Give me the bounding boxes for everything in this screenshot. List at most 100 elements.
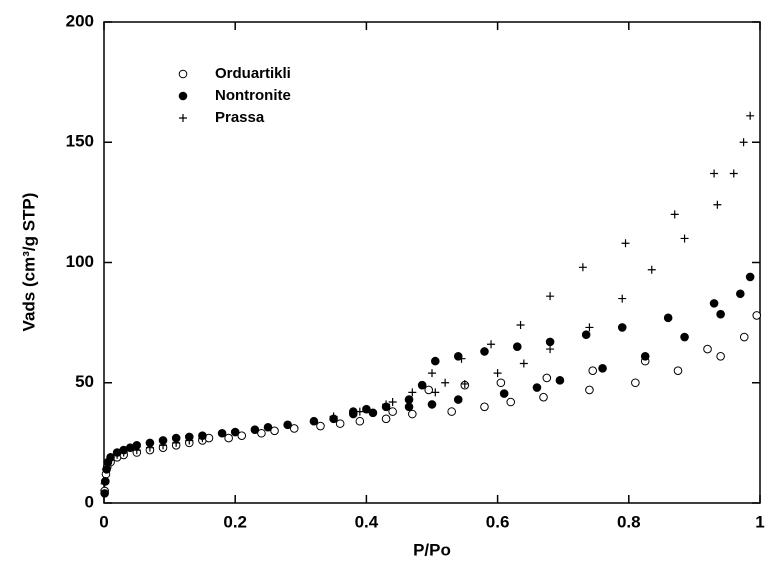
data-point [113,450,122,459]
data-point [710,169,719,178]
legend-label: Nontronite [215,87,291,104]
data-point [516,321,525,330]
data-point [598,364,607,373]
data-point [709,299,719,308]
data-point [119,448,128,457]
data-point [617,323,627,332]
x-tick-label: 0.8 [617,512,641,531]
data-point [428,369,436,378]
data-point [417,380,427,390]
data-point [539,392,548,402]
data-point [430,356,440,366]
y-tick-label: 200 [66,11,94,30]
data-point [618,294,627,303]
y-tick-label: 150 [66,132,94,151]
data-point [100,489,109,498]
data-point [752,311,762,320]
data-point [316,421,325,431]
data-point [585,323,594,332]
data-point [663,313,673,323]
data-point [103,458,112,467]
data-point [447,407,456,416]
data-point [230,427,240,437]
data-point [101,465,110,474]
data-point [585,385,594,395]
data-point [263,422,273,432]
data-point [588,366,598,376]
data-point [640,351,650,361]
data-point [736,289,745,299]
x-tick-label: 0 [99,512,108,531]
data-point [404,402,414,412]
data-point [545,337,555,347]
legend-marker [178,69,188,79]
data-point [270,426,279,436]
data-point [100,479,109,488]
data-point [739,138,748,147]
legend-label: Orduartikli [215,65,291,82]
x-tick-label: 0.2 [223,512,247,531]
data-point [621,239,630,248]
data-point [680,332,689,342]
data-point [289,424,299,433]
data-point [703,344,712,354]
data-point [716,309,725,319]
data-point [647,265,656,274]
data-point [237,431,247,440]
legend-marker [179,114,187,122]
data-point [106,453,115,462]
data-point [499,389,509,398]
data-point [480,402,489,412]
data-point [283,420,292,430]
data-point [578,263,587,272]
data-point [368,408,378,418]
data-point [729,169,738,178]
x-axis-label: P/Po [413,540,451,559]
data-point [404,395,414,404]
data-point [631,378,640,388]
data-point [532,383,542,392]
data-point [329,412,338,421]
data-point [362,404,371,414]
data-point [542,373,552,383]
data-point [257,428,266,438]
data-point [519,359,528,368]
data-point [441,378,450,387]
data-point [546,345,555,354]
data-point [581,330,591,339]
y-axis-label: Vads (cm³/g STP) [19,193,38,332]
data-point [355,407,364,416]
data-point [745,272,755,282]
data-point [739,332,749,342]
data-point [355,416,365,426]
data-point [408,388,417,397]
x-tick-label: 0.4 [355,512,379,531]
data-point [382,400,391,409]
data-point [431,388,440,397]
data-point [424,385,434,395]
data-point [335,419,345,428]
data-point [746,111,755,120]
data-point [145,443,154,452]
data-point [512,342,522,351]
plot-frame [103,21,761,504]
data-point [453,395,463,404]
y-tick-label: 0 [85,492,94,511]
legend-marker [178,91,188,101]
data-point [460,379,469,388]
data-point [496,378,506,388]
data-point [716,351,725,361]
legend-label: Prassa [215,109,265,126]
data-point [224,433,233,443]
data-point [309,416,319,426]
data-point [673,366,683,376]
data-point [381,414,391,424]
data-point [713,200,722,209]
data-point [427,400,437,409]
data-point [555,376,565,385]
data-point [132,446,141,455]
data-point [159,441,168,450]
data-point [217,428,227,438]
data-point [487,340,496,349]
